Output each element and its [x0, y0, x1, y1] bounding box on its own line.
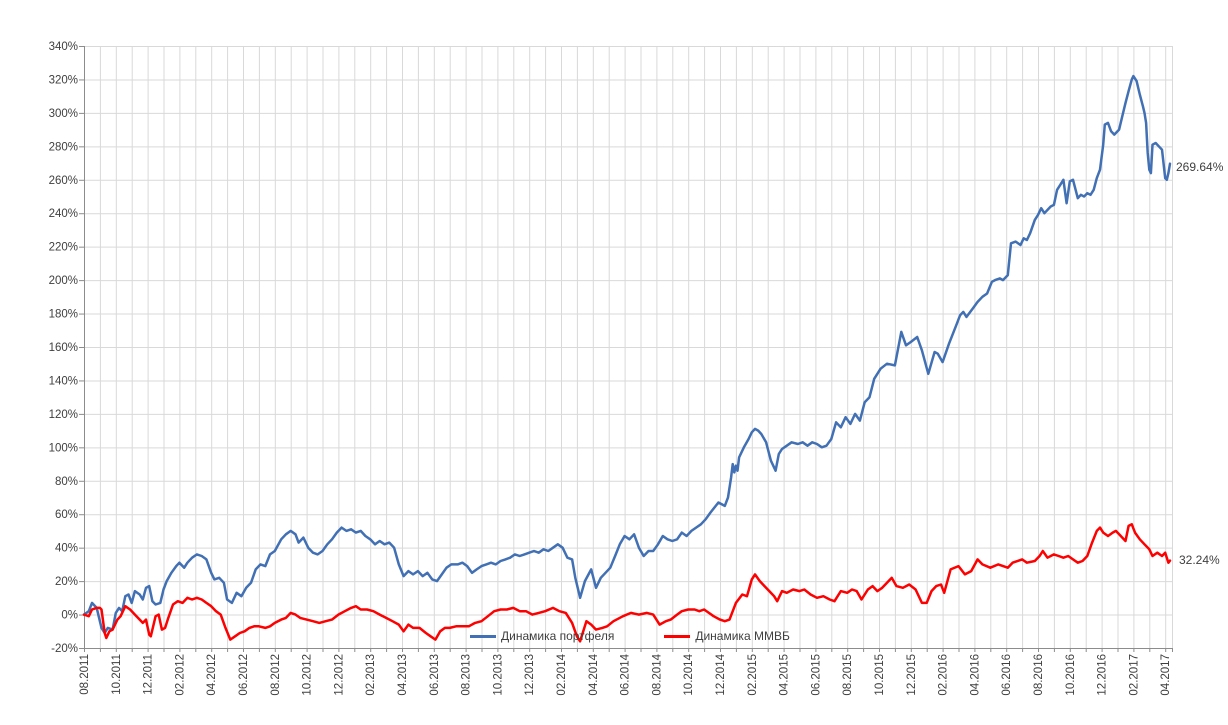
y-tick-label: -20%	[51, 643, 78, 655]
x-tick-label: 08.2016	[1033, 654, 1045, 696]
legend-label-mmvb: Динамика ММВБ	[695, 629, 790, 643]
y-tick-label: 80%	[55, 476, 78, 488]
x-tick-label: 12.2015	[906, 654, 918, 696]
x-tick-label: 04.2012	[206, 654, 218, 696]
mmvb-series-line	[82, 523, 1172, 643]
y-tick-label: 280%	[49, 141, 78, 153]
x-tick-label: 12.2012	[333, 654, 345, 696]
x-tick-label: 10.2016	[1065, 654, 1077, 696]
y-tick-label: 100%	[49, 442, 78, 454]
x-tick-label: 08.2011	[79, 654, 91, 695]
x-tick-label: 04.2015	[779, 654, 791, 696]
y-tick-label: 20%	[55, 576, 78, 588]
x-tick-label: 02.2016	[938, 654, 950, 696]
portfolio-series-line	[82, 74, 1172, 635]
x-tick-label: 06.2015	[810, 654, 822, 696]
x-tick-label: 04.2017	[1160, 654, 1172, 696]
x-tick-label: 06.2013	[429, 654, 441, 696]
y-tick-label: 260%	[49, 175, 78, 187]
x-tick-label: 08.2015	[842, 654, 854, 696]
y-tick-label: 320%	[49, 74, 78, 86]
x-tick-label: 02.2013	[365, 654, 377, 696]
x-tick-label: 02.2017	[1128, 654, 1140, 696]
axes	[79, 46, 1173, 652]
chart-legend: Динамика портфеля Динамика ММВБ	[470, 629, 790, 643]
legend-label-portfolio: Динамика портфеля	[501, 629, 615, 643]
x-tick-label: 06.2014	[620, 653, 632, 695]
x-tick-label: 12.2014	[715, 653, 727, 695]
x-tick-label: 02.2015	[747, 654, 759, 696]
y-tick-label: 160%	[49, 342, 78, 354]
x-tick-label: 06.2016	[1001, 654, 1013, 696]
portfolio-line-swatch	[470, 634, 496, 638]
x-tick-label: 12.2016	[1097, 654, 1109, 696]
x-tick-label: 10.2015	[874, 654, 886, 696]
x-tick-label: 10.2014	[683, 653, 695, 695]
x-tick-label: 08.2012	[270, 654, 282, 696]
y-tick-label: 220%	[49, 242, 78, 254]
y-tick-label: 180%	[49, 309, 78, 321]
y-tick-label: 120%	[49, 409, 78, 421]
x-tick-label: 10.2011	[111, 654, 123, 695]
y-tick-label: 300%	[49, 108, 78, 120]
y-tick-label: 0%	[61, 610, 78, 622]
legend-item-mmvb: Динамика ММВБ	[664, 629, 790, 643]
gridlines	[84, 46, 1173, 649]
x-tick-label: 10.2012	[302, 654, 314, 696]
y-tick-label: 40%	[55, 543, 78, 555]
x-tick-label: 04.2016	[969, 654, 981, 696]
x-tick-label: 12.2011	[143, 654, 155, 695]
mmvb-line-swatch	[664, 634, 691, 638]
portfolio-end-value-label: 269.64%	[1176, 160, 1224, 174]
y-axis-labels: -20% 0% 20% 40% 60% 80% 100% 120% 140% 160% 180% 20…	[49, 41, 78, 655]
mmvb-end-value-label: 32.24%	[1179, 553, 1220, 567]
y-tick-label: 240%	[49, 208, 78, 220]
y-tick-label: 340%	[49, 41, 78, 53]
x-tick-label: 08.2013	[461, 654, 473, 696]
x-tick-label: 04.2013	[397, 654, 409, 696]
y-tick-label: 140%	[49, 375, 78, 387]
x-tick-label: 06.2012	[238, 654, 250, 696]
x-tick-label: 02.2012	[174, 654, 186, 696]
x-tick-label: 02.2014	[556, 653, 568, 695]
x-tick-label: 04.2014	[588, 653, 600, 695]
x-tick-label: 12.2013	[524, 654, 536, 696]
x-tick-label: 08.2014	[651, 653, 663, 695]
y-tick-label: 200%	[49, 275, 78, 287]
x-axis-labels: 08.2011 10.2011 12.2011 02.2012 04.2012 06.20…	[79, 653, 1172, 695]
x-tick-label: 10.2013	[492, 654, 504, 696]
legend-item-portfolio: Динамика портфеля	[470, 629, 614, 643]
y-tick-label: 60%	[55, 509, 78, 521]
